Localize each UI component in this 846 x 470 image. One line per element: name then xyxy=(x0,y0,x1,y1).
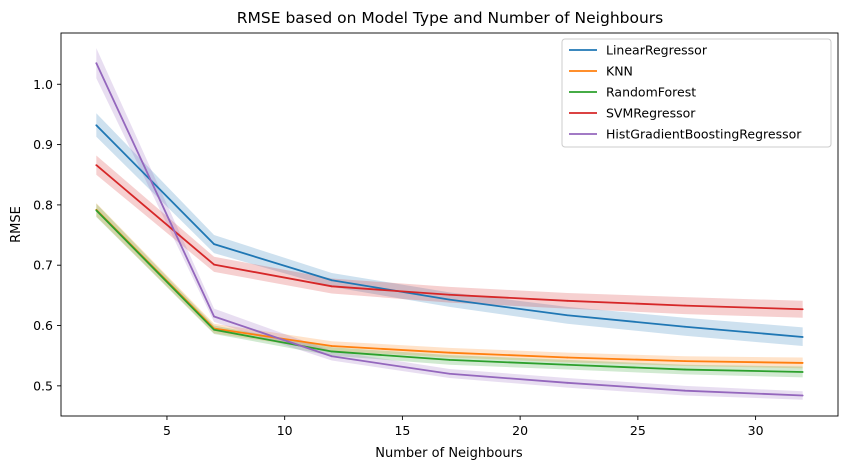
point-knn xyxy=(566,356,569,359)
chart-title: RMSE based on Model Type and Number of N… xyxy=(237,9,664,27)
point-svmregressor xyxy=(95,164,98,166)
legend-label-svmregressor: SVMRegressor xyxy=(606,106,696,121)
x-tick-label: 10 xyxy=(277,423,293,438)
point-linearregressor xyxy=(213,243,215,246)
x-axis-ticks: 5 10 15 20 25 30 xyxy=(163,416,764,438)
legend-label-knn: KNN xyxy=(606,64,633,79)
legend-label-histgradientboostingregressor: HistGradientBoostingRegressor xyxy=(606,127,802,142)
x-tick-label: 15 xyxy=(394,423,410,438)
band-svmregressor xyxy=(96,155,803,318)
point-linearregressor xyxy=(448,298,451,301)
y-tick-label: 0.9 xyxy=(33,137,53,152)
point-linearregressor xyxy=(95,124,98,127)
point-randomforest xyxy=(448,359,451,361)
point-randomforest xyxy=(213,328,215,331)
point-histgradientboostingregressor xyxy=(684,389,686,392)
point-histgradientboostingregressor xyxy=(801,394,804,397)
x-tick-label: 25 xyxy=(630,423,646,438)
point-svmregressor xyxy=(801,308,804,311)
point-linearregressor xyxy=(330,279,333,282)
y-tick-label: 0.8 xyxy=(33,197,53,212)
y-tick-label: 1.0 xyxy=(33,77,53,92)
point-linearregressor xyxy=(684,325,686,328)
legend-box xyxy=(561,38,832,148)
point-knn xyxy=(684,360,686,363)
point-histgradientboostingregressor xyxy=(448,372,451,375)
point-randomforest xyxy=(330,350,333,353)
y-tick-label: 0.5 xyxy=(33,378,53,393)
legend-label-randomforest: RandomForest xyxy=(606,85,696,100)
x-tick-label: 30 xyxy=(748,423,764,438)
point-randomforest xyxy=(95,209,98,212)
y-axis-ticks: 0.5 0.6 0.7 0.8 0.9 1.0 xyxy=(33,77,61,393)
legend: LinearRegressor KNN RandomForest SVMRegress… xyxy=(561,38,832,148)
point-svmregressor xyxy=(684,304,686,307)
point-histgradientboostingregressor xyxy=(566,381,569,384)
point-svmregressor xyxy=(448,293,451,296)
point-knn xyxy=(330,345,333,347)
point-linearregressor xyxy=(566,314,569,317)
y-tick-label: 0.7 xyxy=(33,258,53,273)
point-svmregressor xyxy=(330,285,333,288)
x-tick-label: 5 xyxy=(163,423,171,438)
point-randomforest xyxy=(684,368,686,371)
point-histgradientboostingregressor xyxy=(95,62,98,65)
point-svmregressor xyxy=(566,299,569,302)
x-tick-label: 20 xyxy=(512,423,528,438)
y-axis-label: RMSE xyxy=(9,206,24,243)
series-lines xyxy=(95,62,804,397)
legend-label-linearregressor: LinearRegressor xyxy=(606,43,708,58)
point-histgradientboostingregressor xyxy=(213,315,215,318)
point-knn xyxy=(801,362,804,364)
point-randomforest xyxy=(801,371,804,373)
point-knn xyxy=(448,351,451,354)
point-randomforest xyxy=(566,363,569,366)
y-tick-label: 0.6 xyxy=(33,318,53,333)
point-histgradientboostingregressor xyxy=(330,355,333,358)
plot-frame xyxy=(60,32,839,417)
x-axis-label: Number of Neighbours xyxy=(375,446,523,461)
point-svmregressor xyxy=(213,263,215,266)
point-linearregressor xyxy=(801,336,804,338)
